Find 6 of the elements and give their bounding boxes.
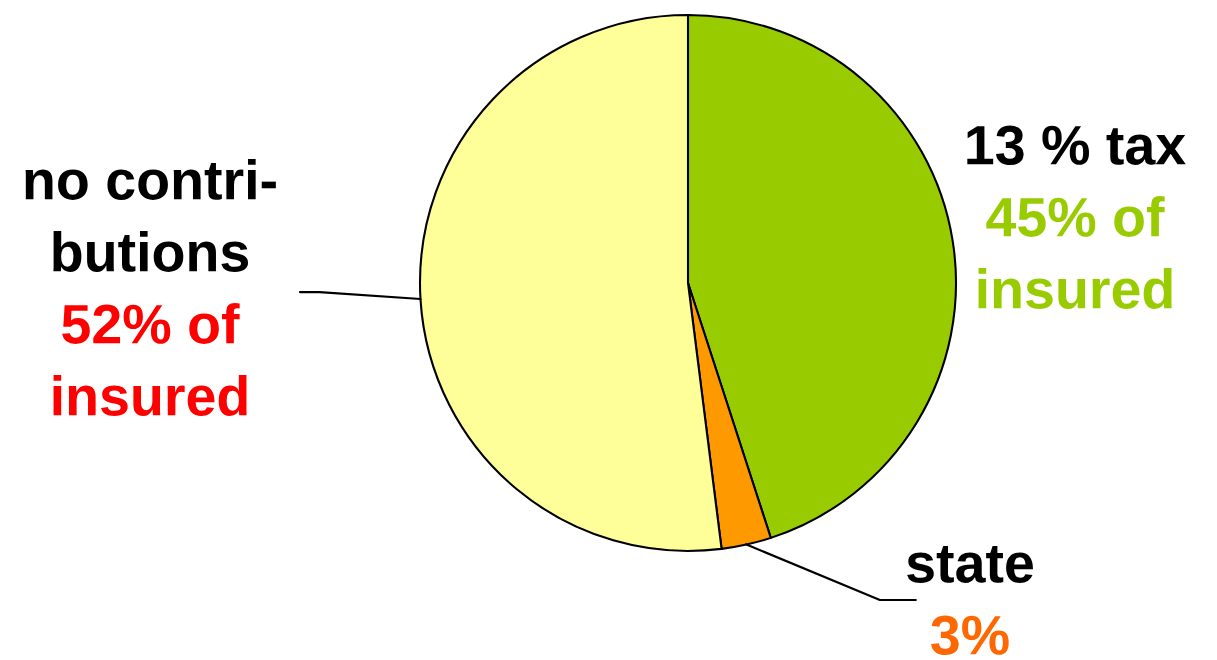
data-label: 45% of insured xyxy=(978,196,1172,309)
data-label: 52% of insured xyxy=(53,303,247,416)
slice-label: state xyxy=(907,546,1033,583)
slice-label: 13 % tax xyxy=(967,125,1186,165)
data-label: 3% xyxy=(931,615,1009,655)
slice-label: no contri- butions xyxy=(25,159,276,272)
